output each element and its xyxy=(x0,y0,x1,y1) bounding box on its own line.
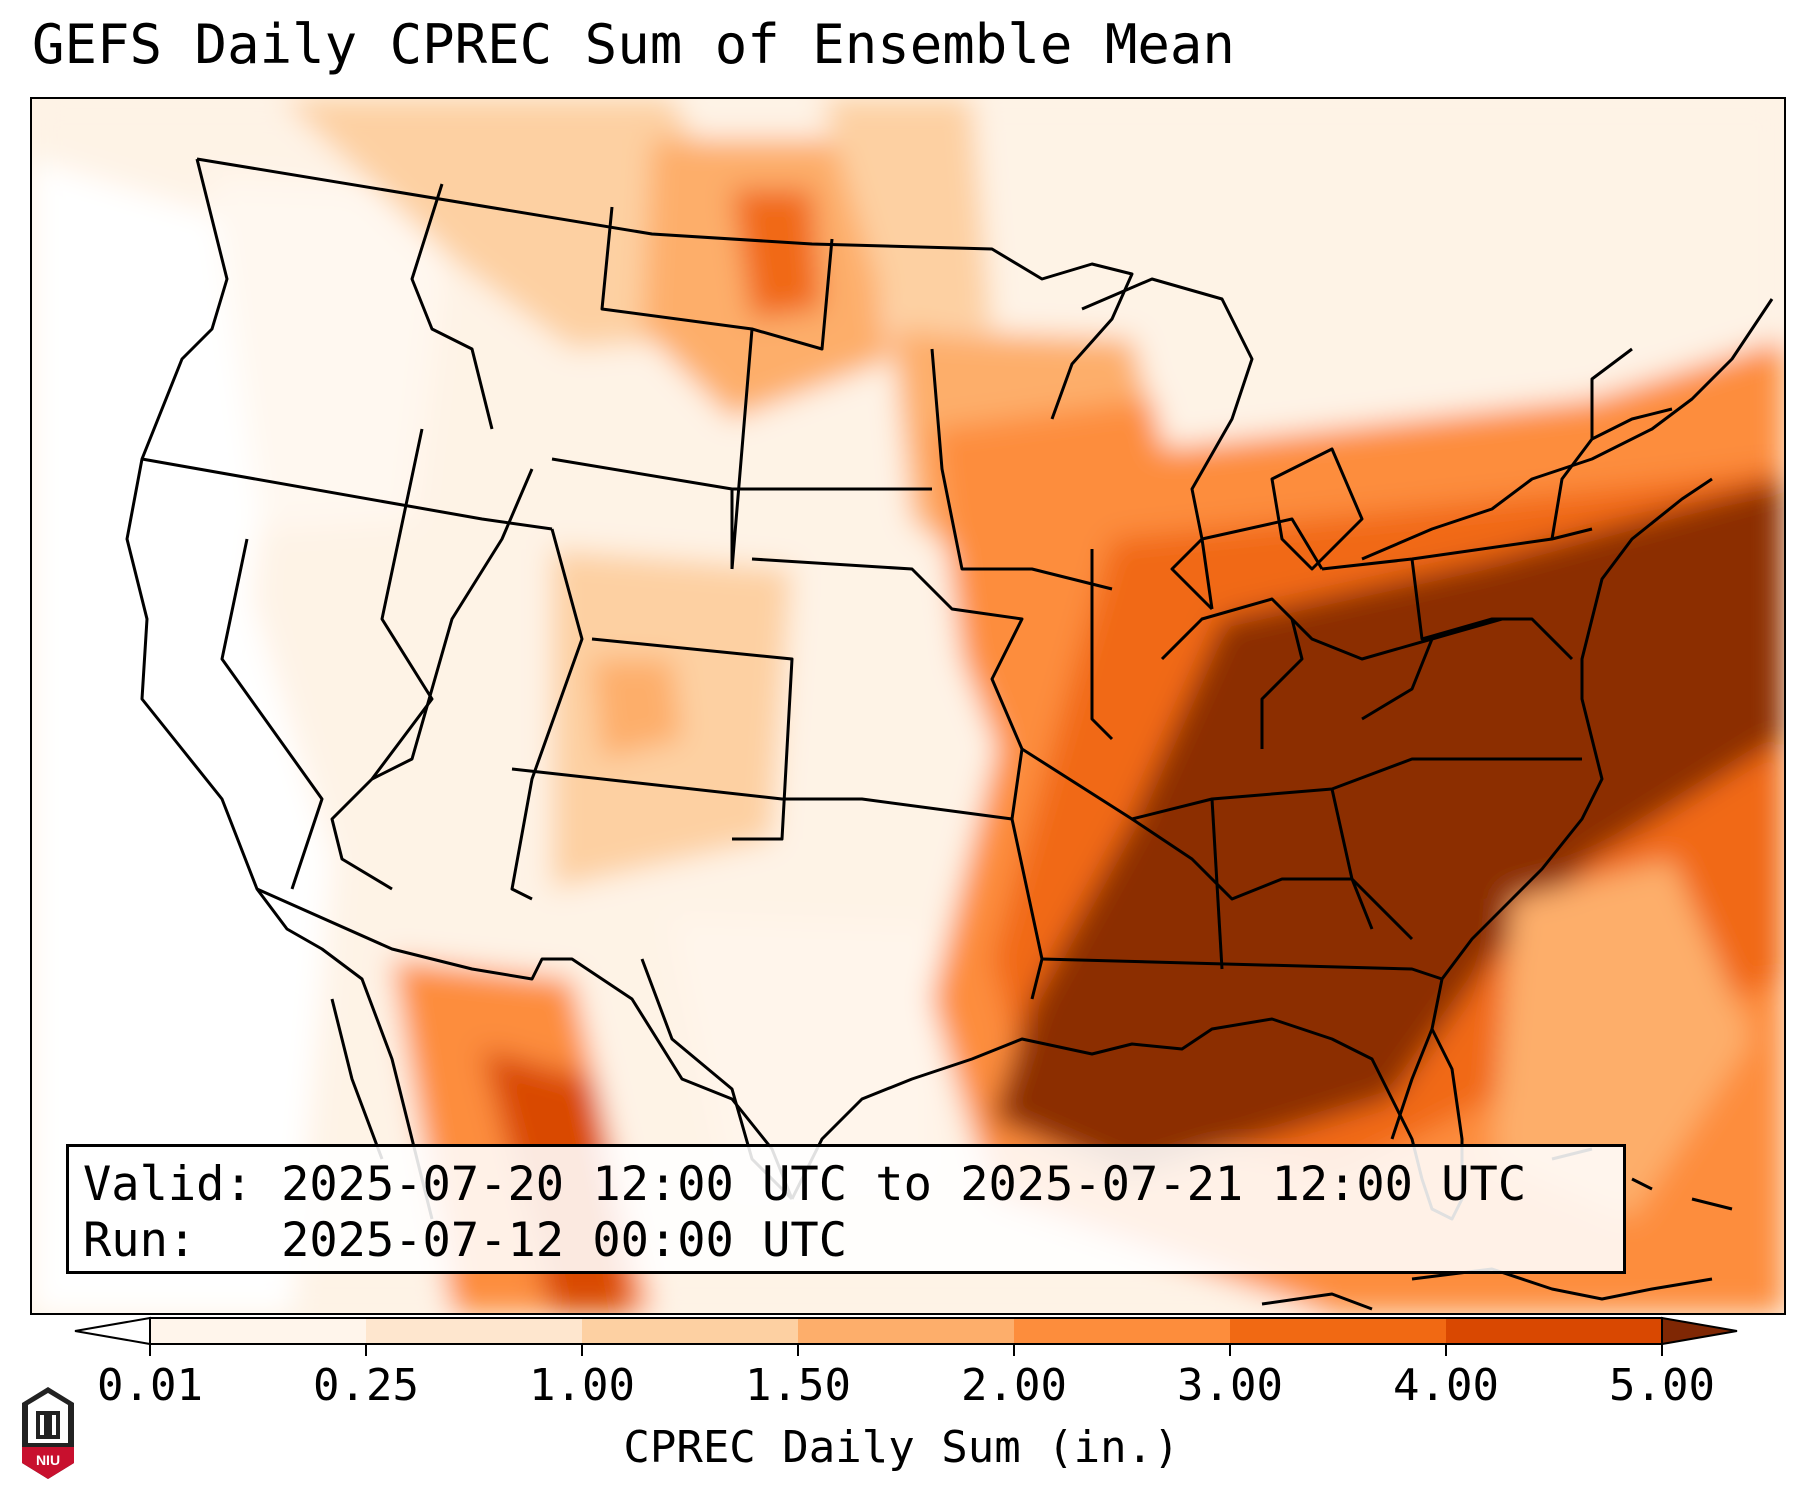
colorbar-tick-label: 0.01 xyxy=(97,1360,203,1411)
valid-line: Valid: 2025-07-20 12:00 UTC to 2025-07-2… xyxy=(83,1157,1609,1213)
colorbar-tick-label: 2.00 xyxy=(961,1360,1067,1411)
colorbar-tick-label: 5.00 xyxy=(1609,1360,1715,1411)
colorbar-segment xyxy=(1446,1318,1663,1344)
colorbar-tick-label: 4.00 xyxy=(1393,1360,1499,1411)
colorbar-tick-label: 0.25 xyxy=(313,1360,419,1411)
colorbar-over-arrow xyxy=(1661,1316,1738,1346)
precip-field xyxy=(32,99,1784,1313)
colorbar-tick-label: 3.00 xyxy=(1177,1360,1283,1411)
logo-text: NIU xyxy=(36,1452,60,1468)
colorbar-under-arrow xyxy=(74,1316,151,1346)
niu-logo: NIU xyxy=(18,1383,78,1483)
colorbar-outline xyxy=(149,1317,1663,1345)
valid-label: Valid: xyxy=(83,1157,253,1212)
colorbar-segment xyxy=(150,1318,367,1344)
colorbar-segment xyxy=(1014,1318,1231,1344)
colorbar-segment xyxy=(1230,1318,1447,1344)
map-title: GEFS Daily CPREC Sum of Ensemble Mean xyxy=(32,13,1235,76)
colorbar xyxy=(74,1316,1738,1356)
map-canvas xyxy=(32,99,1784,1313)
run-value: 2025-07-12 00:00 UTC xyxy=(281,1213,848,1268)
run-label: Run: xyxy=(83,1213,197,1268)
colorbar-segment xyxy=(366,1318,583,1344)
run-line: Run: 2025-07-12 00:00 UTC xyxy=(83,1213,1609,1269)
colorbar-segment xyxy=(798,1318,1015,1344)
precip-map xyxy=(30,97,1786,1315)
colorbar-tick-label: 1.00 xyxy=(529,1360,635,1411)
colorbar-segment xyxy=(582,1318,799,1344)
colorbar-label: CPREC Daily Sum (in.) xyxy=(623,1422,1180,1473)
valid-value: 2025-07-20 12:00 UTC to 2025-07-21 12:00… xyxy=(281,1157,1527,1212)
colorbar-tick-label: 1.50 xyxy=(745,1360,851,1411)
info-box: Valid: 2025-07-20 12:00 UTC to 2025-07-2… xyxy=(66,1144,1626,1274)
